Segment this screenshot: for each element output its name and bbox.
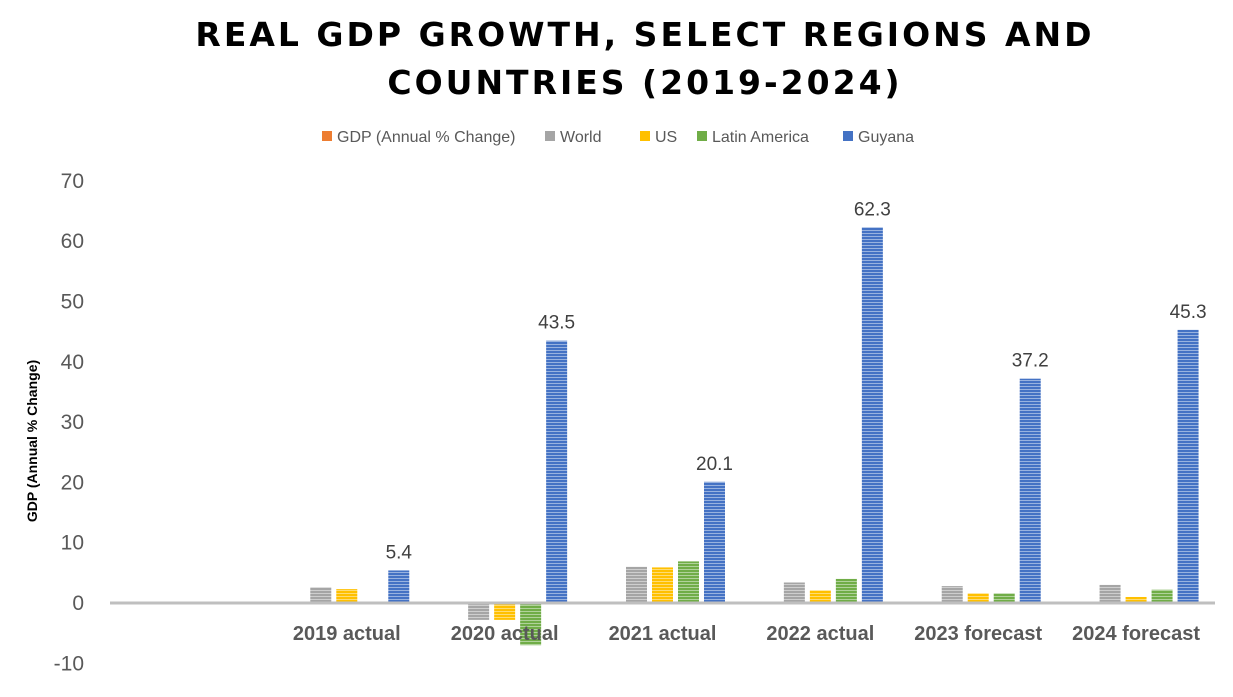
bar-latin-america: [1151, 589, 1173, 603]
x-category-label: 2024 forecast: [1072, 623, 1200, 645]
x-axis-categories: 2019 actual 2020 actual 2021 actual 2022 ac…: [293, 623, 1200, 645]
y-tick-label: 0: [72, 592, 84, 615]
data-labels: 5.4 43.5 20.1 62.3 37.2 45.3: [386, 199, 1207, 563]
y-tick-label: 60: [61, 230, 84, 253]
legend-label: US: [655, 129, 677, 146]
legend-swatch: [697, 131, 707, 141]
bar-world: [626, 566, 647, 603]
legend-swatch: [322, 131, 332, 141]
legend-label: World: [560, 129, 602, 146]
bar-guyana: [388, 570, 410, 603]
legend-label: Guyana: [858, 129, 914, 146]
bar-guyana: [704, 481, 725, 603]
bar-latin-america: [993, 593, 1015, 603]
data-label: 20.1: [696, 454, 733, 475]
bar-us: [652, 567, 673, 603]
bar-us: [967, 593, 989, 603]
legend-label: Latin America: [712, 129, 809, 146]
x-category-label: 2023 forecast: [914, 623, 1042, 645]
bar-world: [468, 603, 490, 620]
y-tick-label: 50: [61, 291, 84, 314]
bar-world: [783, 582, 805, 603]
x-category-label: 2022 actual: [766, 623, 874, 645]
y-tick-label: -10: [54, 652, 84, 675]
data-label: 45.3: [1170, 302, 1207, 323]
bar-latin-america: [835, 578, 857, 603]
chart-title-line-1: REAL GDP GROWTH, SELECT REGIONS AND: [195, 15, 1094, 54]
bar-world: [310, 587, 332, 603]
bar-guyana: [861, 227, 883, 603]
bar-guyana: [1177, 329, 1199, 603]
y-tick-label: 70: [61, 170, 84, 193]
data-label: 43.5: [538, 313, 575, 334]
legend: GDP (Annual % Change) World US Latin Americ…: [322, 129, 914, 146]
bar-us: [336, 589, 358, 603]
x-category-label: 2021 actual: [609, 623, 717, 645]
bar-us: [1125, 596, 1147, 603]
data-label: 5.4: [386, 542, 413, 563]
x-category-label: 2020 actual: [451, 623, 559, 645]
y-tick-label: 20: [61, 471, 84, 494]
legend-label: GDP (Annual % Change): [337, 129, 515, 146]
bar-guyana: [1019, 378, 1041, 603]
bar-world: [941, 586, 963, 603]
bar-us: [494, 603, 516, 620]
legend-swatch: [640, 131, 650, 141]
bar-guyana: [546, 340, 568, 603]
bar-world: [1099, 584, 1121, 603]
bar-latin-america: [520, 603, 542, 646]
chart-title-line-2: COUNTRIES (2019-2024): [387, 63, 902, 102]
y-tick-label: 10: [61, 532, 84, 555]
x-category-label: 2019 actual: [293, 623, 401, 645]
y-axis-ticks: -10 0 10 20 30 40 50 60 70: [54, 170, 84, 675]
data-label: 37.2: [1012, 351, 1049, 372]
legend-swatch: [843, 131, 853, 141]
bar-us: [809, 590, 831, 603]
y-tick-label: 40: [61, 351, 84, 374]
y-axis-label: GDP (Annual % Change): [24, 360, 40, 522]
legend-swatch: [545, 131, 555, 141]
y-tick-label: 30: [61, 411, 84, 434]
bar-latin-america: [678, 561, 699, 603]
bars: [310, 227, 1199, 646]
data-label: 62.3: [854, 199, 891, 220]
